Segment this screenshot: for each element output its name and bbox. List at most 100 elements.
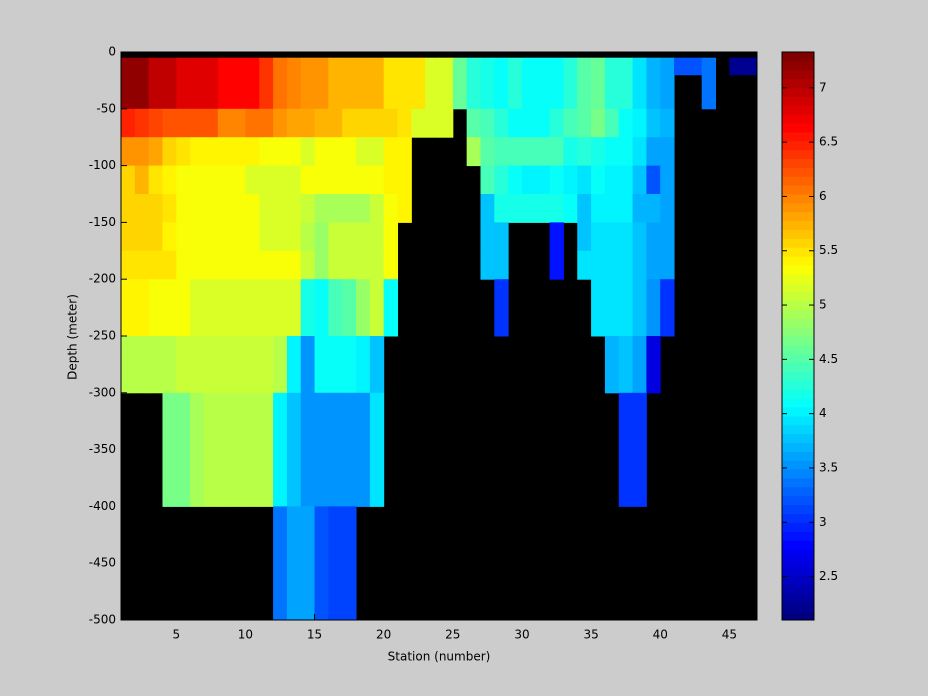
heatmap-cell <box>411 74 426 110</box>
heatmap-cell <box>162 194 177 223</box>
heatmap-cell <box>604 279 620 337</box>
colorbar-band <box>782 238 814 248</box>
heatmap-cell <box>646 57 661 76</box>
heatmap-cell <box>300 57 316 76</box>
heatmap-cell <box>480 57 495 76</box>
colorbar-band <box>782 593 814 603</box>
heatmap-cell <box>273 506 288 621</box>
heatmap-cell <box>314 279 329 337</box>
heatmap-cell <box>411 108 426 138</box>
heatmap-cell <box>604 250 620 280</box>
heatmap-cell <box>176 108 191 138</box>
colorbar-band <box>782 123 814 133</box>
heatmap-cell <box>591 279 606 337</box>
colorbar-band <box>782 353 814 364</box>
colorbar-tick-label: 5 <box>819 298 827 312</box>
colorbar-tick-label: 6.5 <box>819 135 838 149</box>
heatmap-cell <box>521 74 537 110</box>
heatmap-cell <box>148 250 163 280</box>
heatmap-cell <box>328 279 343 337</box>
heatmap-cell <box>259 336 274 394</box>
heatmap-cell <box>466 108 481 138</box>
heatmap-cell <box>328 137 343 167</box>
heatmap-cell <box>383 137 399 167</box>
heatmap-cell <box>480 108 495 138</box>
colorbar-band <box>782 486 814 497</box>
heatmap-cell <box>286 108 302 138</box>
colorbar-band <box>782 256 814 266</box>
heatmap-cell <box>203 336 219 394</box>
heatmap-cell <box>618 279 634 337</box>
heatmap-cell <box>134 108 150 138</box>
heatmap-cell <box>300 74 316 110</box>
heatmap-cell <box>148 194 163 223</box>
heatmap-cell <box>618 222 634 252</box>
heatmap-cell <box>342 506 357 621</box>
heatmap-cell <box>162 250 177 280</box>
colorbar-band <box>782 451 814 461</box>
heatmap-cell <box>466 137 481 167</box>
heatmap-cell <box>342 165 357 195</box>
heatmap-cell <box>190 392 205 507</box>
heatmap-cell <box>121 194 136 223</box>
heatmap-cell <box>646 165 661 195</box>
colorbar-tick-label: 3 <box>819 515 827 529</box>
heatmap-cell <box>466 57 481 76</box>
heatmap-cell <box>286 222 302 252</box>
heatmap-cell <box>273 57 288 76</box>
y-tick-label: -50 <box>96 101 116 115</box>
colorbar-band <box>782 176 814 186</box>
y-tick-label: -300 <box>89 385 116 399</box>
heatmap-cell <box>369 392 385 507</box>
heatmap-cell <box>356 165 371 195</box>
heatmap-cell <box>383 279 399 337</box>
heatmap-cell <box>273 194 288 223</box>
colorbar-band <box>782 149 814 159</box>
heatmap-cell <box>231 392 246 507</box>
heatmap-cell <box>148 74 163 110</box>
heatmap-cell <box>660 74 675 110</box>
heatmap-cell <box>660 279 675 337</box>
heatmap-cell <box>203 392 219 507</box>
heatmap-cell <box>646 194 661 223</box>
heatmap-cell <box>203 279 219 337</box>
heatmap-cell <box>549 74 564 110</box>
heatmap-cell <box>591 250 606 280</box>
heatmap-cell <box>646 336 661 394</box>
heatmap-cell <box>259 74 274 110</box>
colorbar-band <box>782 575 814 585</box>
heatmap-cell <box>411 57 426 76</box>
x-tick-label: 5 <box>172 628 180 642</box>
colorbar-band <box>782 460 814 470</box>
heatmap-cell <box>121 108 136 138</box>
colorbar-band <box>782 549 814 559</box>
heatmap-cell <box>577 222 592 252</box>
colorbar-band <box>782 611 814 621</box>
heatmap-cell <box>300 506 316 621</box>
heatmap-cell <box>148 165 163 195</box>
colorbar-band <box>782 60 814 71</box>
colorbar-band <box>782 398 814 408</box>
heatmap-cell <box>535 194 551 223</box>
heatmap-cell <box>342 74 357 110</box>
heatmap-cell <box>245 57 260 76</box>
heatmap-cell <box>245 250 260 280</box>
heatmap-cell <box>245 137 260 167</box>
colorbar-band <box>782 602 814 612</box>
heatmap-cell <box>618 74 634 110</box>
heatmap-cell <box>494 165 509 195</box>
heatmap-cell <box>618 194 634 223</box>
heatmap-cell <box>591 137 606 167</box>
colorbar-band <box>782 78 814 88</box>
heatmap-cell <box>660 194 675 223</box>
heatmap-cell <box>121 57 136 76</box>
heatmap-cell <box>231 194 246 223</box>
heatmap-cell <box>134 279 150 337</box>
heatmap-cell <box>134 250 150 280</box>
heatmap-cell <box>356 222 371 252</box>
heatmap-cell <box>632 336 647 394</box>
heatmap-cell <box>217 194 233 223</box>
y-tick-label: 0 <box>108 45 116 59</box>
heatmap-cell <box>743 57 758 76</box>
heatmap-cell <box>245 279 260 337</box>
